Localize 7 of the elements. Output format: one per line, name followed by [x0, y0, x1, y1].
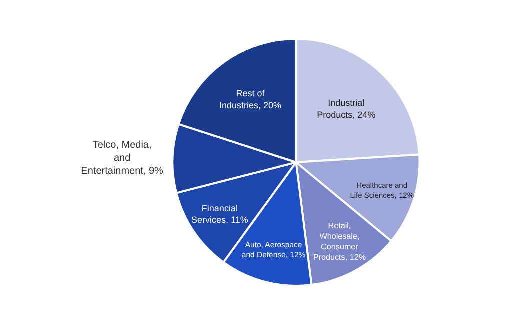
slice-label: Rest of Industries, 20% — [220, 88, 282, 110]
slice-label: Auto, Aerospace and Defense, 12% — [242, 240, 306, 260]
slice-label: Retail, Wholesale, Consumer Products, 12% — [313, 222, 366, 262]
slice-label: Healthcare and Life Sciences, 12% — [350, 181, 414, 200]
slice-label: Financial Services, 11% — [192, 204, 248, 226]
slice-label: Industrial Products, 24% — [317, 98, 376, 120]
slice-label: Telco, Media, and Entertainment, 9% — [81, 140, 164, 178]
